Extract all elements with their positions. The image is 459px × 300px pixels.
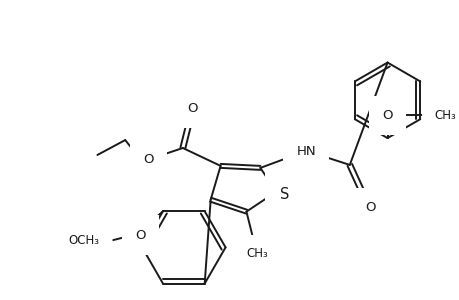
Text: O: O: [134, 229, 145, 242]
Text: O: O: [142, 153, 153, 167]
Text: CH₃: CH₃: [246, 247, 268, 260]
Text: CH₃: CH₃: [433, 109, 455, 122]
Text: S: S: [279, 187, 288, 202]
Text: O: O: [381, 109, 392, 122]
Text: O: O: [187, 102, 198, 115]
Text: O: O: [364, 201, 375, 214]
Text: OCH₃: OCH₃: [68, 234, 99, 247]
Text: HN: HN: [296, 146, 315, 158]
